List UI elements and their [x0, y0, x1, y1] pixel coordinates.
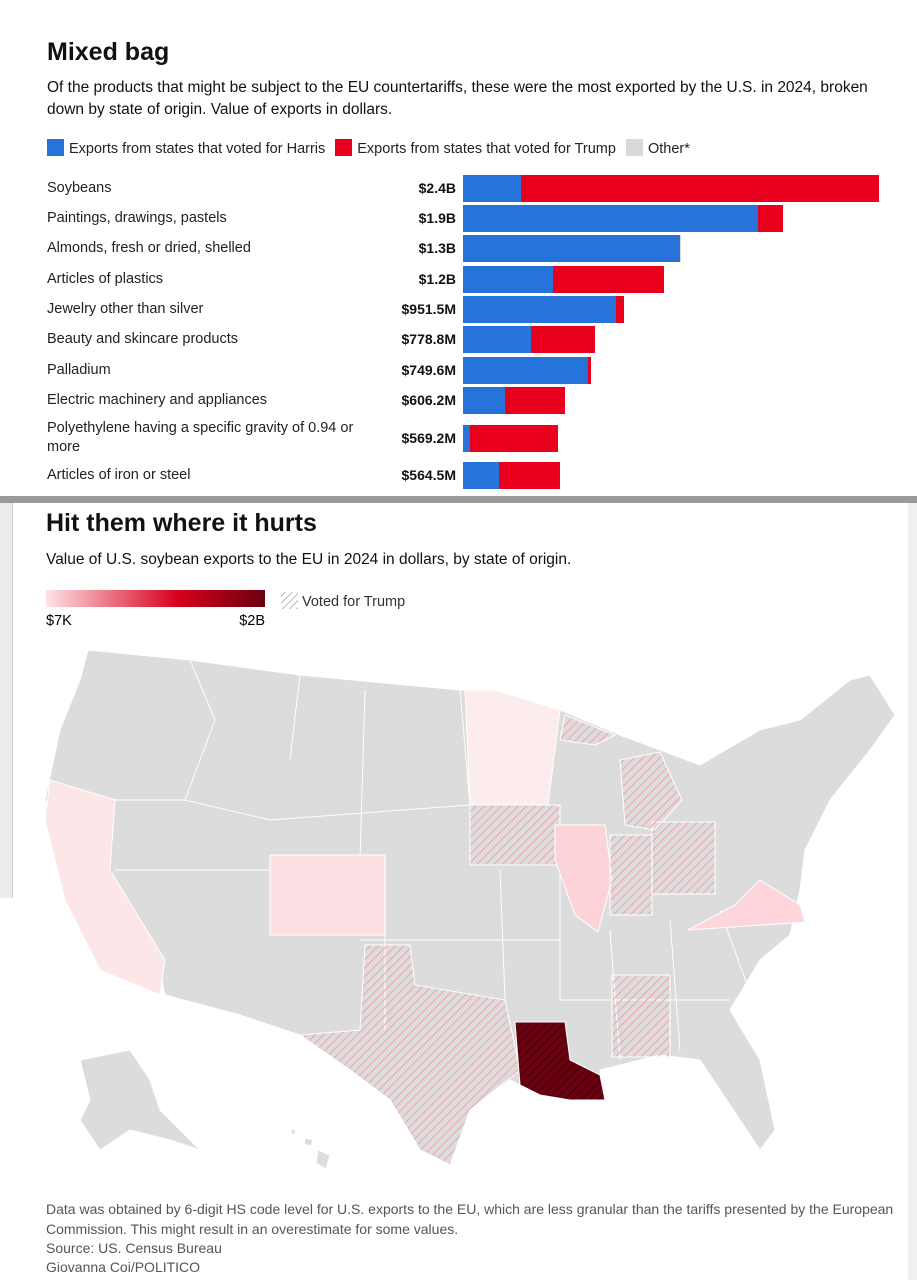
- credit: Giovanna Coi/POLITICO: [46, 1259, 201, 1275]
- legend: Exports from states that voted for Harri…: [47, 139, 700, 157]
- category-label: Jewelry other than silver: [47, 300, 204, 317]
- footnote: Data was obtained by 6-digit HS code lev…: [46, 1201, 894, 1237]
- bar-segment: [587, 356, 592, 384]
- legend-item: Exports from states that voted for Trump: [335, 139, 616, 157]
- chart-title: Mixed bag: [47, 38, 170, 66]
- state: [559, 714, 683, 831]
- state: [514, 1021, 606, 1101]
- chart-subtitle: Of the products that might be subject to…: [47, 79, 868, 118]
- legend-item: Other*: [625, 139, 690, 157]
- hatch-swatch: [281, 592, 298, 609]
- alaska: [79, 1049, 201, 1151]
- value-label: $606.2M: [401, 392, 456, 408]
- bar-segment: [463, 461, 500, 489]
- bar-segment: [521, 174, 879, 202]
- category-label: Electric machinery and appliances: [47, 391, 268, 408]
- bar-segment: [615, 295, 625, 323]
- value-label: $951.5M: [401, 301, 456, 317]
- us-map: [44, 649, 896, 1170]
- hatch-label: Voted for Trump: [302, 594, 405, 610]
- category-label: Palladium: [47, 361, 111, 378]
- color-scale: [46, 590, 265, 607]
- value-label: $1.2B: [418, 271, 456, 287]
- state: [44, 779, 166, 996]
- value-label: $569.2M: [401, 430, 456, 446]
- bar-segment: [463, 295, 616, 323]
- value-label: $2.4B: [418, 180, 456, 196]
- bar-segment: [463, 265, 554, 293]
- value-label: $778.8M: [401, 331, 456, 347]
- bar-segment: [679, 234, 681, 262]
- bar-segment: [757, 204, 783, 232]
- category-label: Polyethylene having a specific gravity o…: [47, 420, 354, 455]
- bar-segment: [463, 204, 758, 232]
- legend-swatch: [47, 139, 64, 156]
- category-label: Articles of plastics: [47, 270, 164, 287]
- divider: [0, 496, 917, 503]
- legend-swatch: [625, 139, 643, 156]
- map-subtitle: Value of U.S. soybean exports to the EU …: [46, 551, 572, 568]
- bar-segment: [463, 234, 680, 262]
- side-shadow: [908, 503, 917, 1280]
- state: [469, 804, 561, 866]
- legend-swatch: [335, 139, 353, 156]
- category-label: Articles of iron or steel: [47, 466, 191, 483]
- state: [651, 821, 716, 895]
- source: Source: US. Census Bureau: [46, 1240, 222, 1256]
- legend-label: Exports from states that voted for Harri…: [69, 141, 326, 157]
- state: [554, 824, 613, 933]
- legend-min: $7K: [46, 613, 72, 629]
- category-label: Almonds, fresh or dried, shelled: [47, 239, 251, 256]
- value-label: $1.3B: [418, 240, 456, 256]
- legend-max: $2B: [239, 613, 265, 629]
- bar-segment: [463, 174, 522, 202]
- state: [687, 879, 806, 931]
- bar-segment: [463, 356, 588, 384]
- hawaii: [289, 1126, 331, 1170]
- value-label: $564.5M: [401, 467, 456, 483]
- state: [464, 689, 561, 806]
- lower-48: [44, 649, 896, 1166]
- bar-segment: [463, 325, 531, 353]
- side-panel: [0, 503, 13, 898]
- category-label: Beauty and skincare products: [47, 330, 239, 347]
- value-label: $749.6M: [401, 362, 456, 378]
- legend-item: Exports from states that voted for Harri…: [47, 139, 326, 157]
- legend-label: Exports from states that voted for Trump: [357, 141, 616, 157]
- bar-segment: [504, 386, 566, 414]
- legend-label: Other*: [647, 141, 690, 157]
- bar-segment: [463, 386, 505, 414]
- state: [609, 834, 653, 916]
- value-label: $1.9B: [418, 210, 456, 226]
- bar-segment: [469, 424, 559, 452]
- category-label: Paintings, drawings, pastels: [47, 209, 227, 226]
- map-title: Hit them where it hurts: [46, 509, 317, 537]
- state: [611, 974, 671, 1058]
- category-label: Soybeans: [47, 179, 112, 196]
- bar-segment: [553, 265, 665, 293]
- bar-segment: [530, 325, 595, 353]
- state: [269, 854, 386, 936]
- bar-segment: [499, 461, 561, 489]
- bar-segment: [463, 424, 470, 452]
